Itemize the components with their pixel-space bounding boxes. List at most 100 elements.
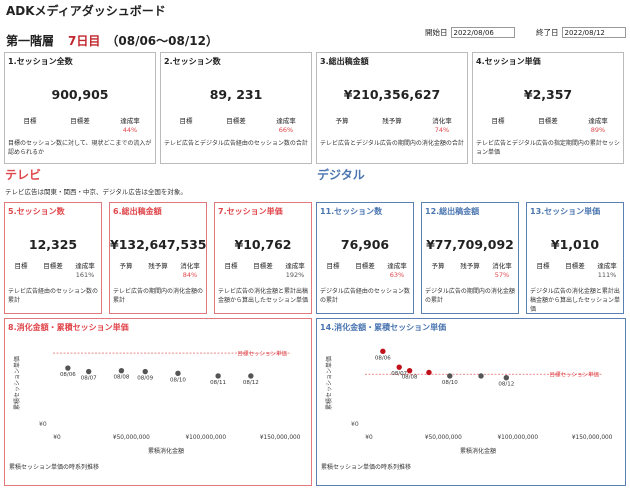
card-title: 6.総出稿金額	[113, 207, 162, 216]
kpi-sublabel: 予算	[119, 262, 133, 270]
kpi-subvalues: 63%	[317, 271, 413, 279]
kpi-sublabel: 達成率	[120, 117, 140, 125]
kpi-sublabels: 目標 目標差 達成率	[473, 115, 623, 125]
data-point	[86, 368, 92, 375]
card-description: デジタル広告の消化金額と累計出稿金額から算出したセッション単価	[530, 288, 621, 313]
kpi-sublabels: 目標 目標差 達成率	[527, 260, 623, 270]
digital-kpi-card: 11.セッション数 76,906 目標 目標差 達成率 63% デジタル広告経由のセッション…	[316, 202, 414, 314]
kpi-subvalue	[215, 271, 247, 279]
kpi-sublabels: 目標 目標差 達成率	[161, 115, 311, 125]
kpi-sublabels: 目標 目標差 達成率	[5, 115, 155, 125]
kpi-sublabel: 目標	[23, 117, 37, 125]
kpi-sublabels: 目標 目標差 達成率	[5, 260, 101, 270]
kpi-sublabel: 目標差	[355, 262, 375, 270]
card-title: 12.総出稿金額	[425, 207, 480, 216]
card-description: テレビ広告とデジタル広告の期間内の消化金額の合計	[320, 140, 464, 147]
card-title: 1.セッション全数	[8, 57, 73, 66]
kpi-value: 76,906	[340, 237, 390, 252]
app-title: ADKメディアダッシュボード	[6, 4, 166, 18]
data-point	[478, 373, 484, 379]
kpi-subvalue: 44%	[122, 126, 138, 134]
kpi-subvalues: 84%	[110, 271, 206, 279]
kpi-sublabel: 残予算	[382, 117, 402, 125]
y-tick-label: ¥0	[39, 421, 47, 428]
kpi-subvalue	[422, 271, 454, 279]
kpi-sublabel: 目標	[536, 262, 550, 270]
point-label: 08/12	[243, 380, 259, 386]
x-tick-label: ¥0	[365, 435, 373, 441]
kpi-sublabel: 目標差	[253, 262, 273, 270]
kpi-sublabel: 予算	[335, 117, 349, 125]
kpi-sublabel: 目標差	[538, 117, 558, 125]
kpi-subvalue	[559, 271, 591, 279]
digital-kpi-card: 12.総出稿金額 ¥77,709,092 予算 残予算 消化率 57% デジタル広告の期間内…	[421, 202, 519, 314]
kpi-sublabels: 予算 残予算 消化率	[317, 115, 467, 125]
kpi-subvalue	[322, 126, 362, 134]
data-point	[503, 375, 510, 381]
digital-section-title: デジタル	[317, 168, 365, 182]
point-label: 08/07	[391, 371, 407, 377]
point-label: 08/11	[210, 380, 226, 386]
tv-chart-title: 8.消化金額・累積セッション単価	[8, 323, 129, 332]
kpi-subvalue	[10, 126, 50, 134]
kpi-subvalue: 161%	[75, 271, 95, 279]
data-point	[65, 365, 71, 371]
digital-chart-panel: 14.消化金額・累積セッション単価 累積セッション単価 ¥0 目標セッション単価 08…	[316, 318, 626, 486]
kpi-subvalues: 192%	[215, 271, 311, 279]
kpi-value: 12,325	[28, 237, 78, 252]
x-tick-label: ¥150,000,000	[572, 435, 613, 441]
chart-note: 累積セッション単価の時系列推移	[9, 463, 99, 471]
kpi-subvalue	[216, 126, 256, 134]
point-label: 08/07	[81, 376, 97, 382]
start-date-group: 開始日 2022/08/06	[425, 27, 515, 38]
data-point	[380, 348, 386, 355]
kpi-sublabel: 目標	[224, 262, 238, 270]
x-tick-label: ¥50,000,000	[113, 435, 150, 441]
start-date-input[interactable]: 2022/08/06	[450, 27, 515, 38]
card-description: デジタル広告経由のセッション数の累計	[320, 288, 410, 304]
card-title: 2.セッション数	[164, 57, 221, 66]
point-label: 08/12	[498, 382, 514, 388]
card-description: テレビ広告の消化金額と累計出稿金額から算出したセッション単価	[218, 288, 309, 304]
x-tick-label: ¥100,000,000	[497, 435, 538, 441]
kpi-sublabel: 消化率	[180, 262, 200, 270]
kpi-subvalue	[528, 126, 568, 134]
kpi-subvalue: 84%	[182, 271, 198, 279]
target-label: 目標セッション単価	[237, 350, 287, 358]
kpi-subvalue: 57%	[494, 271, 510, 279]
x-axis-label: 累積消化金額	[148, 447, 184, 455]
card-description: テレビ広告経由のセッション数の累計	[8, 288, 99, 304]
kpi-subvalues: 161%	[5, 271, 101, 279]
point-label: 08/06	[375, 355, 391, 361]
kpi-sublabels: 目標 目標差 達成率	[215, 260, 311, 270]
kpi-sublabel: 目標差	[565, 262, 585, 270]
x-axis-label: 累積消化金額	[460, 447, 496, 455]
kpi-subvalue	[5, 271, 37, 279]
stage-day: 7日目	[68, 34, 101, 48]
end-date-input[interactable]: 2022/08/12	[561, 27, 626, 38]
chart-note: 累積セッション単価の時系列推移	[321, 463, 411, 471]
kpi-sublabel: 目標	[491, 117, 505, 125]
kpi-sublabel: 目標差	[70, 117, 90, 125]
kpi-subvalue: 74%	[434, 126, 450, 134]
tv-section-note: テレビ広告は関東・関西・中京、デジタル広告は全国を対象。	[5, 188, 187, 196]
y-tick-label: ¥0	[351, 421, 359, 428]
target-label: 目標セッション単価	[549, 371, 599, 379]
tv-kpi-card: 6.総出稿金額 ¥132,647,535 予算 残予算 消化率 84% テレビ広告の期間内の…	[109, 202, 207, 314]
kpi-subvalues: 57%	[422, 271, 518, 279]
kpi-subvalue: 63%	[389, 271, 405, 279]
top-kpi-card: 2.セッション数 89, 231 目標 目標差 達成率 66% テレビ広告とデジタル広告経由…	[160, 52, 312, 164]
digital-kpi-card: 13.セッション単価 ¥1,010 目標 目標差 達成率 111% デジタル広告の消化金額と…	[526, 202, 624, 314]
top-kpi-card: 1.セッション全数 900,905 目標 目標差 達成率 44% 目標のセッション数に対して…	[4, 52, 156, 164]
kpi-subvalue	[247, 271, 279, 279]
card-title: 5.セッション数	[8, 207, 65, 216]
point-label: 08/10	[442, 380, 458, 386]
x-tick-label: ¥50,000,000	[425, 435, 462, 441]
x-tick-label: ¥150,000,000	[260, 435, 301, 441]
kpi-subvalue	[349, 271, 381, 279]
kpi-subvalue	[142, 271, 174, 279]
data-point	[396, 364, 402, 370]
kpi-sublabel: 達成率	[276, 117, 296, 125]
tv-kpi-card: 5.セッション数 12,325 目標 目標差 達成率 161% テレビ広告経由のセッション数…	[4, 202, 102, 314]
